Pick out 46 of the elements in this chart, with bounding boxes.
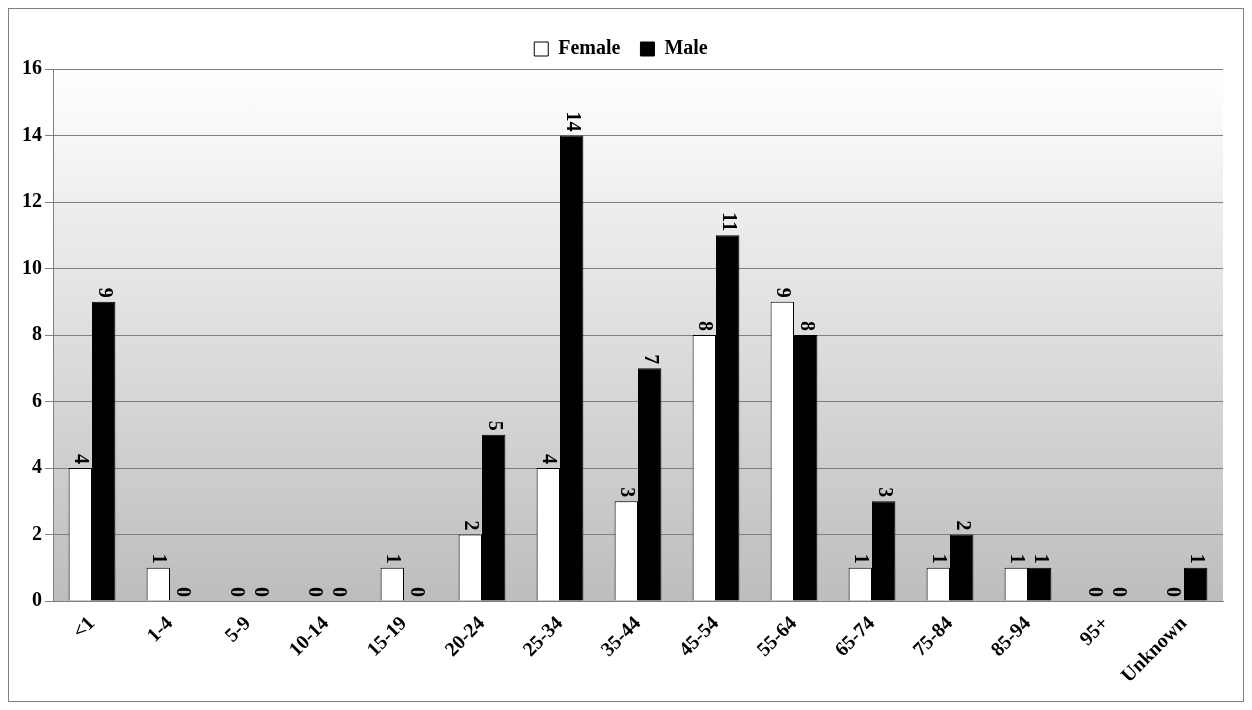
data-label: 1 [1007,553,1030,564]
y-tick-label: 6 [32,388,42,411]
data-label: 2 [461,520,484,531]
data-label: 1 [929,553,952,564]
y-tick-label: 12 [22,189,42,212]
y-tick-label: 14 [22,122,42,145]
data-label: 0 [250,587,273,598]
y-tick-label: 8 [32,322,42,345]
data-label: 1 [1186,553,1209,564]
data-label: 0 [305,587,328,598]
y-tick-label: 2 [32,521,42,544]
data-label: 1 [149,553,172,564]
data-label: 11 [718,212,741,232]
x-tick-label: 95+ [1074,611,1113,650]
y-tick-label: 0 [32,588,42,611]
data-label: 8 [695,321,718,332]
data-label: 4 [539,454,562,465]
y-tick-label: 16 [22,56,42,79]
data-label: 1 [383,553,406,564]
data-label: 1 [1030,553,1053,564]
legend-label: Male [664,36,708,59]
data-label: 0 [406,587,429,598]
data-label: 5 [484,420,507,431]
data-label: 3 [617,487,640,498]
data-label: 0 [227,587,250,598]
x-tick-label: 5-9 [220,611,255,646]
data-label: 0 [172,587,195,598]
data-label: 7 [640,354,663,365]
data-label: 8 [796,321,819,332]
x-tick-label: 1-4 [142,611,177,646]
data-label: 3 [874,487,897,498]
data-label: 14 [562,111,585,132]
data-label: 0 [328,587,351,598]
data-label: 4 [71,454,94,465]
legend-label: Female [558,36,621,59]
data-label: 0 [1085,587,1108,598]
data-label: 0 [1163,587,1186,598]
y-tick-label: 4 [32,455,42,478]
data-label: 9 [94,287,117,298]
bar [1184,567,1208,601]
data-label: 1 [851,553,874,564]
data-label: 0 [1108,587,1131,598]
x-tick-label: <1 [67,611,99,643]
y-tick-label: 10 [22,255,42,278]
data-label: 9 [773,287,796,298]
data-label: 2 [952,520,975,531]
